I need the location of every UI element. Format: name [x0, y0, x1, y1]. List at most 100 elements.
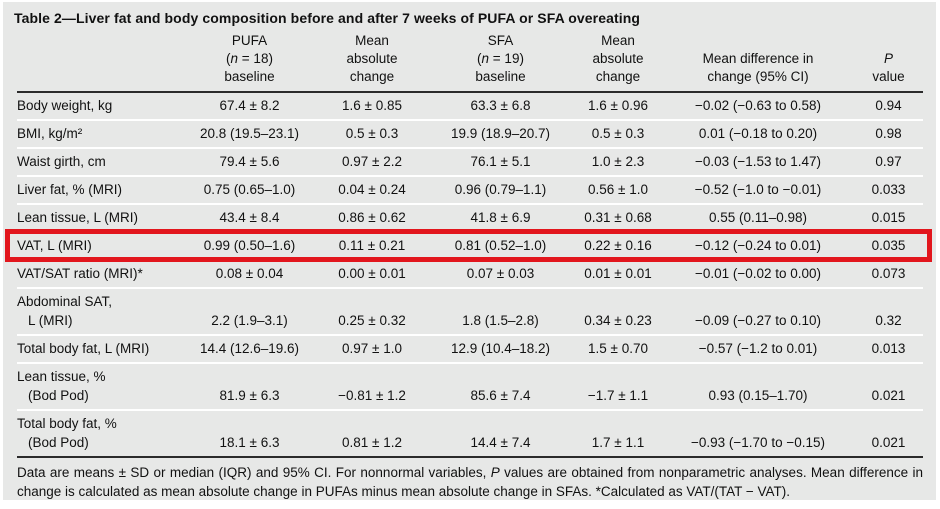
table: PUFA (n = 18) baseline Mean absolute cha…	[5, 32, 932, 458]
cell-sfa-mean-change: 1.5 ± 0.70	[588, 341, 648, 356]
table-row: Total body fat, L (MRI) 14.4 (12.6–19.6)…	[17, 334, 923, 362]
cell-pufa-baseline: 0.75 (0.65–1.0)	[203, 182, 296, 197]
col-header-mean-difference: Mean difference in change (95% CI)	[702, 51, 814, 84]
row-label: Total body fat, L (MRI)	[17, 339, 183, 358]
cell-p-value: 0.97	[875, 154, 902, 169]
cell-mean-difference: −0.09 (−0.27 to 0.10)	[694, 313, 822, 328]
cell-sfa-baseline: 76.1 ± 5.1	[470, 154, 531, 169]
table-row: Waist girth, cm 79.4 ± 5.6 0.97 ± 2.2 76…	[17, 147, 923, 175]
table-body: Body weight, kg 67.4 ± 8.2 1.6 ± 0.85 63…	[5, 93, 932, 458]
cell-p-value: 0.32	[875, 313, 902, 328]
cell-p-value: 0.035	[871, 238, 906, 253]
row-label-line1: Waist girth, cm	[17, 154, 106, 169]
table-row: BMI, kg/m² 20.8 (19.5–23.1) 0.5 ± 0.3 19…	[17, 119, 923, 147]
row-label: Total body fat, % (Bod Pod)	[17, 414, 183, 452]
cell-pufa-baseline: 43.4 ± 8.4	[219, 210, 280, 225]
cell-mean-difference: −0.01 (−0.02 to 0.00)	[694, 266, 822, 281]
table-panel: Table 2—Liver fat and body composition b…	[3, 2, 936, 500]
row-label-line1: Body weight, kg	[17, 98, 113, 113]
table-title: Table 2—Liver fat and body composition b…	[14, 10, 641, 26]
cell-pufa-mean-change: −0.81 ± 1.2	[338, 388, 406, 403]
cell-p-value: 0.021	[871, 435, 906, 450]
cell-sfa-baseline: 0.96 (0.79–1.1)	[454, 182, 547, 197]
table-row: Lean tissue, L (MRI) 43.4 ± 8.4 0.86 ± 0…	[17, 203, 923, 231]
cell-sfa-baseline: 85.6 ± 7.4	[470, 388, 531, 403]
cell-pufa-baseline: 14.4 (12.6–19.6)	[199, 341, 300, 356]
cell-pufa-mean-change: 0.86 ± 0.62	[338, 210, 406, 225]
row-label-line1: VAT/SAT ratio (MRI)*	[17, 266, 143, 281]
row-label: Abdominal SAT, L (MRI)	[17, 292, 183, 330]
table-row: Body weight, kg 67.4 ± 8.2 1.6 ± 0.85 63…	[17, 93, 923, 119]
row-label-line1: Liver fat, % (MRI)	[17, 182, 123, 197]
cell-pufa-mean-change: 0.00 ± 0.01	[338, 266, 406, 281]
cell-pufa-mean-change: 0.25 ± 0.32	[338, 313, 406, 328]
cell-mean-difference: −0.03 (−1.53 to 1.47)	[694, 154, 822, 169]
col-header-p-value: P value	[872, 51, 905, 84]
row-label-line1: Total body fat, %	[17, 416, 117, 431]
cell-pufa-baseline: 67.4 ± 8.2	[219, 98, 280, 113]
table-row: Lean tissue, % (Bod Pod) 81.9 ± 6.3 −0.8…	[17, 362, 923, 409]
col-header-pufa-mean-change: Mean absolute change	[346, 33, 398, 84]
cell-mean-difference: −0.02 (−0.63 to 0.58)	[694, 98, 822, 113]
cell-pufa-mean-change: 0.04 ± 0.24	[338, 182, 406, 197]
cell-sfa-mean-change: 0.01 ± 0.01	[584, 266, 652, 281]
cell-pufa-baseline: 0.99 (0.50–1.6)	[203, 238, 296, 253]
cell-sfa-baseline: 1.8 (1.5–2.8)	[462, 313, 539, 328]
row-label: Liver fat, % (MRI)	[17, 180, 183, 199]
row-label: VAT, L (MRI)	[17, 236, 183, 255]
cell-sfa-mean-change: 0.56 ± 1.0	[588, 182, 648, 197]
cell-pufa-mean-change: 0.11 ± 0.21	[338, 238, 406, 253]
cell-sfa-mean-change: 0.22 ± 0.16	[584, 238, 652, 253]
cell-sfa-baseline: 63.3 ± 6.8	[470, 98, 531, 113]
col-header-sfa-mean-change: Mean absolute change	[592, 33, 644, 84]
cell-mean-difference: 0.93 (0.15–1.70)	[708, 388, 808, 403]
cell-pufa-mean-change: 1.6 ± 0.85	[342, 98, 402, 113]
cell-pufa-baseline: 79.4 ± 5.6	[219, 154, 280, 169]
row-label: BMI, kg/m²	[17, 124, 183, 143]
cell-mean-difference: −0.52 (−1.0 to −0.01)	[694, 182, 822, 197]
table-row: VAT/SAT ratio (MRI)* 0.08 ± 0.04 0.00 ± …	[17, 259, 923, 287]
table-header-row: PUFA (n = 18) baseline Mean absolute cha…	[17, 32, 923, 93]
cell-sfa-mean-change: −1.7 ± 1.1	[587, 388, 649, 403]
cell-sfa-mean-change: 1.7 ± 1.1	[591, 435, 645, 450]
cell-sfa-baseline: 12.9 (10.4–18.2)	[450, 341, 551, 356]
row-label-line2: (Bod Pod)	[28, 388, 89, 403]
cell-pufa-baseline: 0.08 ± 0.04	[215, 266, 284, 281]
cell-sfa-mean-change: 0.31 ± 0.68	[584, 210, 652, 225]
cell-p-value: 0.98	[875, 126, 902, 141]
col-header-pufa-baseline: PUFA (n = 18) baseline	[224, 33, 275, 84]
cell-sfa-baseline: 0.07 ± 0.03	[466, 266, 535, 281]
cell-sfa-baseline: 19.9 (18.9–20.7)	[450, 126, 551, 141]
row-label: Lean tissue, L (MRI)	[17, 208, 183, 227]
row-label-line1: Lean tissue, L (MRI)	[17, 210, 139, 225]
cell-sfa-baseline: 41.8 ± 6.9	[470, 210, 531, 225]
cell-pufa-baseline: 2.2 (1.9–3.1)	[211, 313, 288, 328]
table-footnote: Data are means ± SD or median (IQR) and …	[17, 465, 923, 499]
cell-p-value: 0.073	[871, 266, 906, 281]
cell-p-value: 0.013	[871, 341, 906, 356]
cell-pufa-baseline: 81.9 ± 6.3	[219, 388, 280, 403]
cell-mean-difference: 0.01 (−0.18 to 0.20)	[698, 126, 818, 141]
cell-p-value: 0.033	[871, 182, 906, 197]
cell-p-value: 0.021	[871, 388, 906, 403]
row-label-line1: Total body fat, L (MRI)	[17, 341, 150, 356]
row-label: Body weight, kg	[17, 96, 183, 115]
cell-mean-difference: −0.93 (−1.70 to −0.15)	[691, 435, 825, 450]
cell-pufa-mean-change: 0.81 ± 1.2	[342, 435, 402, 450]
row-label-line1: BMI, kg/m²	[17, 126, 83, 141]
row-label-line2: (Bod Pod)	[28, 435, 89, 450]
table-row: Abdominal SAT, L (MRI) 2.2 (1.9–3.1) 0.2…	[17, 287, 923, 334]
table-row: Total body fat, % (Bod Pod) 18.1 ± 6.3 0…	[17, 409, 923, 456]
cell-sfa-mean-change: 0.34 ± 0.23	[584, 313, 652, 328]
cell-mean-difference: −0.12 (−0.24 to 0.01)	[694, 238, 822, 253]
cell-pufa-baseline: 20.8 (19.5–23.1)	[199, 126, 300, 141]
row-label-line1: Lean tissue, %	[17, 369, 106, 384]
cell-mean-difference: 0.55 (0.11–0.98)	[708, 210, 808, 225]
row-label-line1: Abdominal SAT,	[17, 294, 113, 309]
cell-pufa-mean-change: 0.5 ± 0.3	[345, 126, 399, 141]
row-label: Lean tissue, % (Bod Pod)	[17, 367, 183, 405]
cell-sfa-mean-change: 1.6 ± 0.96	[588, 98, 648, 113]
cell-sfa-mean-change: 0.5 ± 0.3	[591, 126, 645, 141]
row-label-line1: VAT, L (MRI)	[17, 238, 92, 253]
cell-p-value: 0.94	[875, 98, 902, 113]
